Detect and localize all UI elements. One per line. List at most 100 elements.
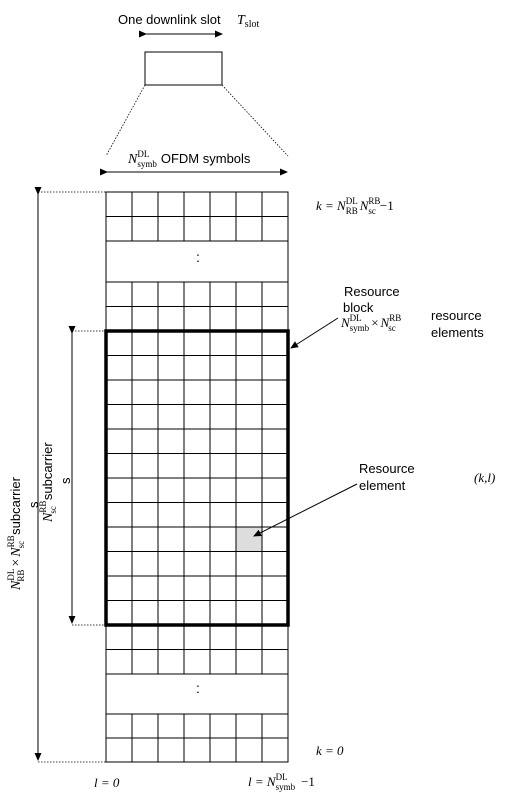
grid-cell: [157, 330, 185, 356]
grid-cell: [183, 575, 211, 601]
l-right-label: l = NDL symb −1: [248, 772, 315, 792]
grid-cell: [157, 575, 185, 601]
grid-cell: [105, 379, 133, 405]
grid-cell: [131, 477, 159, 503]
grid-cell: [235, 502, 263, 528]
grid-cell: [131, 216, 159, 242]
grid-cell: [209, 600, 237, 626]
grid-cell: [209, 281, 237, 307]
grid-cell: [261, 216, 289, 242]
grid-cell: [235, 551, 263, 577]
grid-cell: [261, 649, 289, 675]
grid-cell: [261, 281, 289, 307]
grid-cell: [235, 453, 263, 479]
grid-cell: [261, 355, 289, 381]
grid-cell: [157, 306, 185, 332]
grid-cell: [157, 428, 185, 454]
l-left-label: l = 0: [94, 775, 120, 790]
grid-cell: [157, 600, 185, 626]
grid-cell: [261, 477, 289, 503]
grid-cell: [183, 355, 211, 381]
grid-cell: [131, 404, 159, 430]
resource-block-tail2: elements: [431, 325, 484, 340]
grid-cell: [209, 713, 237, 739]
grid-cell: [105, 624, 133, 650]
grid-cell: [131, 330, 159, 356]
grid-cell: [261, 526, 289, 552]
resource-element-pointer: [253, 483, 358, 537]
grid-cell: [261, 551, 289, 577]
grid-cell: [261, 600, 289, 626]
grid-cell: [131, 649, 159, 675]
grid-cell: [183, 330, 211, 356]
grid-cell: [157, 191, 185, 217]
resource-block-label-line2: block: [343, 300, 374, 315]
k-top-label: k = NDL RB NRB sc −1: [316, 196, 394, 216]
resource-block-outline: [104, 329, 290, 627]
grid-cell: [131, 526, 159, 552]
resource-element-label-line1: Resource: [359, 461, 415, 476]
grid-cell: [235, 477, 263, 503]
grid-cell: [105, 477, 133, 503]
grid-cell: [209, 477, 237, 503]
grid-cell: [261, 575, 289, 601]
ellipsis-top: :: [196, 249, 200, 265]
grid-cell: [157, 737, 185, 763]
grid-cell: [209, 551, 237, 577]
symbols-header: NDL symb OFDM symbols: [127, 149, 251, 169]
grid-cell: [105, 502, 133, 528]
resource-block-label-line1: Resource: [344, 284, 400, 299]
grid-cell: [131, 191, 159, 217]
grid-cell: [183, 379, 211, 405]
grid-cell: [105, 355, 133, 381]
grid-cell: [105, 428, 133, 454]
grid-cell: [105, 575, 133, 601]
grid-cell: [105, 191, 133, 217]
grid-cell: [209, 330, 237, 356]
svg-text:s: s: [58, 477, 73, 484]
grid-cell: [235, 379, 263, 405]
ellipsis-bottom: :: [196, 680, 200, 696]
grid-cell: [131, 306, 159, 332]
grid-cell: [157, 281, 185, 307]
grid-cell: [261, 502, 289, 528]
grid-cell: [157, 551, 185, 577]
grid-cell: [235, 600, 263, 626]
grid-cell: [157, 477, 185, 503]
grid-cell: [105, 737, 133, 763]
grid-cell: [235, 191, 263, 217]
grid-cell: [235, 306, 263, 332]
zoom-line-left: [105, 84, 146, 157]
grid-cell: [105, 551, 133, 577]
grid-cell: [235, 737, 263, 763]
grid-cell: [105, 453, 133, 479]
grid-cell: [261, 306, 289, 332]
grid-cell: [235, 404, 263, 430]
grid-cell: [131, 453, 159, 479]
outer-subcarriers-label: NDLRB×NRBscsubcarrier s: [6, 476, 41, 591]
grid-cell: [235, 281, 263, 307]
rb-subcarriers-label: NRBscsubcarrier s: [38, 442, 73, 523]
grid-cell: [209, 379, 237, 405]
grid-cell: [209, 737, 237, 763]
svg-text:s: s: [26, 501, 41, 508]
grid-cell: [183, 306, 211, 332]
grid-cell: [131, 281, 159, 307]
grid-cell: [105, 713, 133, 739]
grid-cell: [261, 737, 289, 763]
grid-cell: [105, 649, 133, 675]
slot-label: One downlink slot: [118, 12, 221, 27]
grid-cell: [183, 551, 211, 577]
grid-cell: [131, 737, 159, 763]
grid-cell: [209, 306, 237, 332]
grid-cell: [157, 379, 185, 405]
grid-cell: [157, 624, 185, 650]
grid-cell: [157, 355, 185, 381]
grid-cell: [131, 575, 159, 601]
grid-cell: [183, 600, 211, 626]
grid-cell: [261, 379, 289, 405]
grid-cell: [105, 404, 133, 430]
grid-cell: [235, 355, 263, 381]
grid-cell: [209, 355, 237, 381]
